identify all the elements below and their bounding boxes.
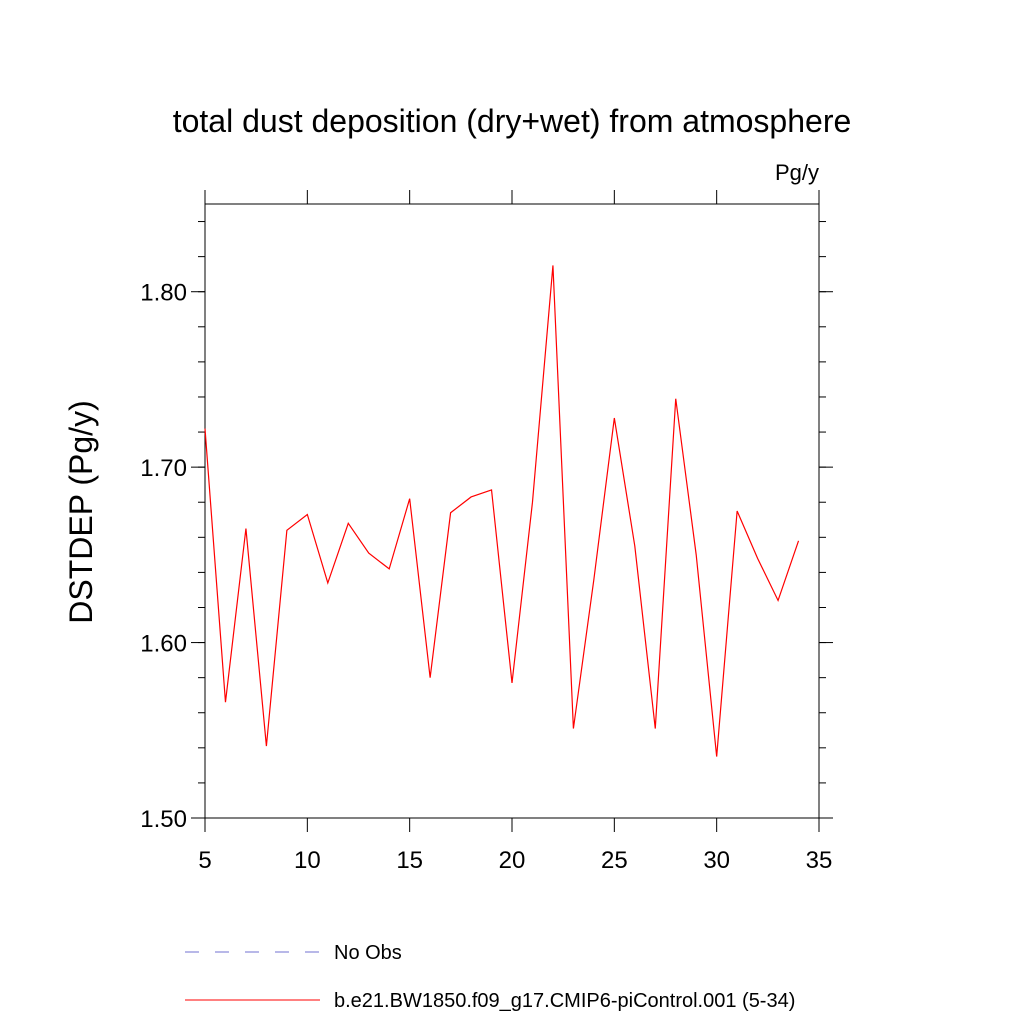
units-label: Pg/y <box>775 160 819 185</box>
x-tick-label: 10 <box>294 847 321 874</box>
series-line <box>204 265 800 757</box>
x-tick-label: 30 <box>703 847 730 874</box>
x-tick-label: 5 <box>198 847 211 874</box>
legend: No Obs b.e21.BW1850.f09_g17.CMIP6-piContr… <box>185 942 795 1012</box>
y-tick-label: 1.70 <box>140 455 187 482</box>
x-tick-label: 15 <box>396 847 423 874</box>
chart-title: total dust deposition (dry+wet) from atm… <box>173 103 852 139</box>
plot-frame <box>204 203 820 819</box>
x-tick-label: 25 <box>601 847 628 874</box>
x-tick-label: 35 <box>806 847 833 874</box>
legend-label: b.e21.BW1850.f09_g17.CMIP6-piControl.001… <box>334 990 795 1012</box>
x-tick-label: 20 <box>499 847 526 874</box>
axis-tick-labels: 5 10 15 20 25 30 35 1.50 1.60 1.70 1.80 <box>140 280 832 874</box>
y-axis-label: DSTDEP (Pg/y) <box>63 400 99 623</box>
series-lines <box>204 265 800 757</box>
y-tick-label: 1.80 <box>140 280 187 307</box>
legend-label: No Obs <box>334 942 402 964</box>
y-tick-label: 1.60 <box>140 631 187 658</box>
y-tick-label: 1.50 <box>140 806 187 833</box>
axis-ticks <box>191 190 833 832</box>
